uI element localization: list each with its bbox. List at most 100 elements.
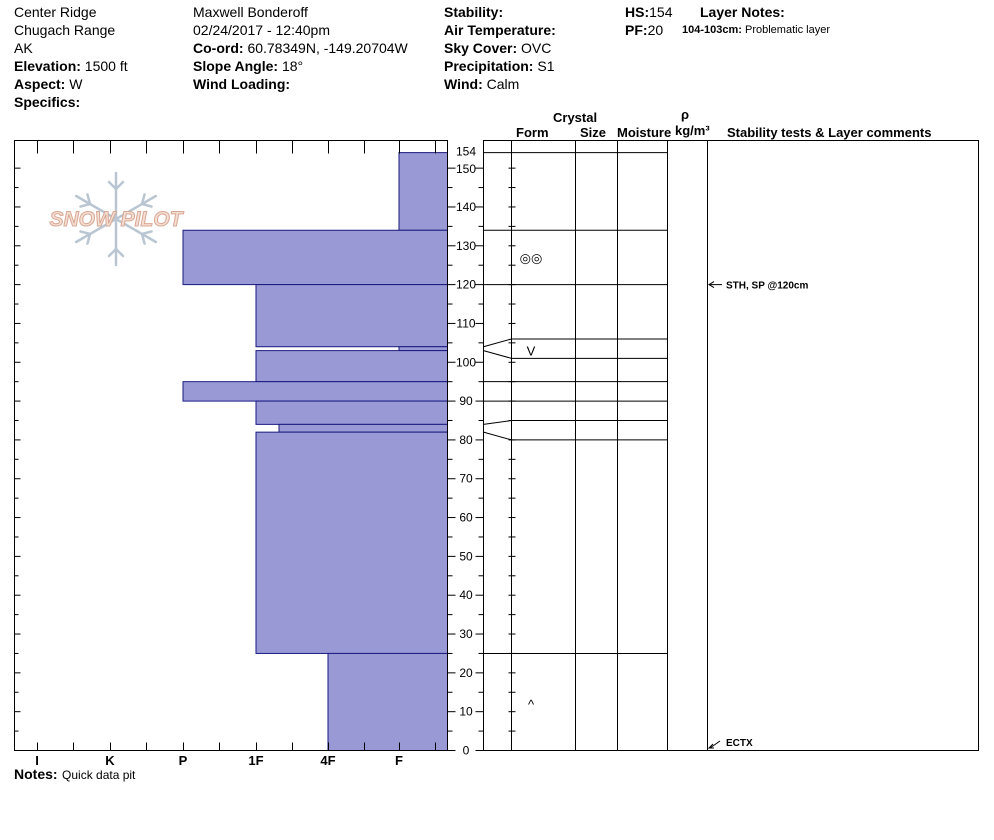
grain-symbol: ◎◎	[520, 250, 543, 265]
layer-boundary-connector	[483, 350, 512, 359]
state: AK	[14, 40, 33, 56]
depth-axis-label: 154	[456, 145, 476, 159]
location-name: Center Ridge	[14, 4, 97, 20]
hardness-axis-label: 1F	[248, 753, 263, 768]
test-comment: STH, SP @120cm	[726, 281, 808, 292]
hardness-bar	[182, 381, 448, 402]
depth-axis-label: 110	[456, 316, 475, 330]
layer-note-depth: 104-103cm:	[682, 24, 742, 36]
hardness-bar	[182, 229, 448, 286]
depth-axis-label: 30	[459, 627, 473, 641]
hardness-axis-label: 4F	[320, 753, 335, 768]
hardness-bar	[398, 152, 448, 231]
depth-axis-label: 50	[459, 549, 473, 563]
chart-ticks: I K P 1F 4F F 0 10 20 30 40 50 60 70 80 90 100 110 120 130 1…	[14, 140, 516, 768]
hardness-bar	[255, 284, 448, 348]
logo-text: SNOW PILOT	[50, 208, 185, 231]
hs-row: HS:154	[625, 3, 672, 21]
slope-value: 18°	[281, 58, 304, 74]
depth-axis-label: 130	[456, 239, 476, 253]
pf-row: PF:20	[625, 21, 663, 39]
coord-value: 60.78349N, -149.20704W	[247, 40, 408, 56]
aspect-label: Aspect:	[14, 76, 66, 92]
hardness-axis-label: K	[105, 753, 115, 768]
depth-axis-label: 90	[459, 394, 473, 408]
hardness-bar	[327, 652, 448, 751]
hardness-bar	[278, 423, 448, 433]
depth-axis-label: 0	[463, 744, 470, 758]
aspect-row: Aspect: W	[14, 75, 82, 93]
slope-label: Slope Angle:	[193, 58, 279, 74]
layer-note-text: Problematic layer	[745, 24, 830, 36]
depth-axis-label: 70	[459, 472, 473, 486]
notes-value: Quick data pit	[62, 768, 136, 782]
test-arrowhead	[708, 281, 715, 289]
precip-row: Precipitation: S1	[444, 57, 554, 75]
precip-value: S1	[537, 58, 555, 74]
air-temp-label: Air Temperature:	[444, 22, 556, 38]
layer-note: 104-103cm: Problematic layer	[682, 24, 830, 36]
hardness-bar	[255, 400, 448, 425]
hs-label: HS:	[625, 4, 650, 20]
elevation-label: Elevation:	[14, 58, 81, 74]
rho-header: ρ	[681, 107, 690, 122]
elevation-value: 1500 ft	[84, 58, 128, 74]
layer-boundary-connector	[483, 338, 512, 348]
depth-axis-label: 120	[456, 278, 476, 292]
notes-row: Notes: Quick data pit	[14, 766, 135, 784]
observer-name: Maxwell Bonderoff	[193, 4, 308, 20]
snowpilot-logo: SNOW PILOT	[49, 171, 185, 267]
grain-symbol: V	[527, 344, 536, 359]
density-header: kg/m³	[675, 123, 710, 138]
depth-axis-label: 10	[459, 705, 473, 719]
moisture-header: Moisture	[617, 125, 672, 140]
slope-row: Slope Angle: 18°	[193, 57, 303, 75]
crystal-header: Crystal	[553, 110, 598, 125]
hardness-bar	[255, 431, 448, 654]
layer-boundaries	[483, 152, 668, 654]
grain-symbols: ◎◎ V ^	[520, 250, 543, 711]
depth-axis-label: 140	[456, 200, 476, 214]
mountain-range: Chugach Range	[14, 22, 116, 38]
hardness-axis-label: P	[179, 753, 188, 768]
sky-value: OVC	[521, 40, 552, 56]
snowflake-icon	[74, 171, 158, 267]
test-comment: ECTX	[726, 738, 753, 749]
comments-header: Stability tests & Layer comments	[727, 125, 932, 140]
hardness-axis-label: I	[35, 753, 39, 768]
depth-axis-label: 80	[459, 433, 473, 447]
depth-axis-label: 100	[456, 355, 476, 369]
coord-label: Co-ord:	[193, 40, 244, 56]
test-arrow	[709, 740, 721, 749]
aspect-value: W	[69, 76, 83, 92]
wind-value: Calm	[486, 76, 520, 92]
coord-row: Co-ord: 60.78349N, -149.20704W	[193, 39, 408, 57]
form-header: Form	[516, 125, 549, 140]
layer-notes-label: Layer Notes:	[700, 4, 785, 20]
hardness-bar	[398, 346, 448, 352]
depth-axis-label: 20	[459, 666, 473, 680]
chart-frames	[14, 140, 979, 751]
precip-label: Precipitation:	[444, 58, 534, 74]
test-arrowhead	[707, 743, 714, 749]
wind-row: Wind: Calm	[444, 75, 519, 93]
elevation-row: Elevation: 1500 ft	[14, 57, 128, 75]
depth-axis-label: 60	[459, 511, 473, 525]
depth-axis-label: 40	[459, 588, 473, 602]
pf-value: 20	[647, 22, 664, 38]
layer-boundary-connector	[483, 431, 512, 441]
grain-symbol: ^	[528, 697, 535, 712]
hardness-bar	[255, 350, 448, 383]
hs-value: 154	[649, 4, 673, 20]
layer-boundary-connector	[483, 420, 512, 425]
specifics-label: Specifics:	[14, 94, 81, 110]
pf-label: PF:	[625, 22, 648, 38]
observation-datetime: 02/24/2017 - 12:40pm	[193, 22, 330, 38]
wind-label: Wind:	[444, 76, 483, 92]
size-header: Size	[580, 125, 607, 140]
stability-label: Stability:	[444, 4, 504, 20]
hardness-bars	[182, 152, 448, 751]
wind-loading-label: Wind Loading:	[193, 76, 291, 92]
layer-table-frame	[483, 140, 979, 751]
sky-label: Sky Cover:	[444, 40, 518, 56]
